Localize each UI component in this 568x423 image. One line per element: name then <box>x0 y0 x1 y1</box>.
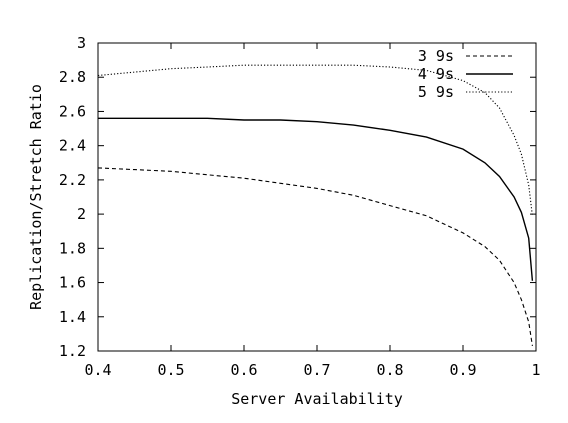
plot-frame <box>97 42 537 352</box>
series-line-1 <box>97 167 533 346</box>
y-tick-label: 3 <box>77 34 86 52</box>
y-tick-label: 1.4 <box>59 308 86 326</box>
series-line-3 <box>97 64 533 216</box>
y-tick-label: 1.6 <box>59 274 86 292</box>
x-tick-label: 0.8 <box>376 361 403 379</box>
legend-label-1: 3 9s <box>418 47 454 65</box>
y-tick-label: 2 <box>77 205 86 223</box>
y-tick-label: 1.8 <box>59 239 86 257</box>
legend-label-3: 5 9s <box>418 83 454 101</box>
x-tick-label: 0.9 <box>449 361 476 379</box>
legend: 3 9s4 9s5 9s <box>418 47 513 101</box>
x-tick-label: 1 <box>531 361 540 379</box>
x-tick-label: 0.4 <box>84 361 111 379</box>
series-line-2 <box>98 117 534 281</box>
x-axis-title: Server Availability <box>231 390 403 408</box>
legend-label-2: 4 9s <box>418 65 454 83</box>
y-tick-label: 2.4 <box>59 137 86 155</box>
y-tick-label: 1.2 <box>59 342 86 360</box>
y-tick-label: 2.8 <box>59 68 86 86</box>
y-axis-title: Replication/Stretch Ratio <box>27 84 45 310</box>
y-tick-label: 2.6 <box>59 102 86 120</box>
x-tick-label: 0.6 <box>230 361 257 379</box>
x-tick-label: 0.7 <box>303 361 330 379</box>
series-lines <box>97 64 534 346</box>
axis-ticks: 0.4 0.5 0.6 0.7 0.8 0.9 1 1.2 1.4 1.6 1.8 2 2.2 2.4 2.… <box>59 34 541 379</box>
y-tick-label: 2.2 <box>59 171 86 189</box>
x-tick-label: 0.5 <box>157 361 184 379</box>
